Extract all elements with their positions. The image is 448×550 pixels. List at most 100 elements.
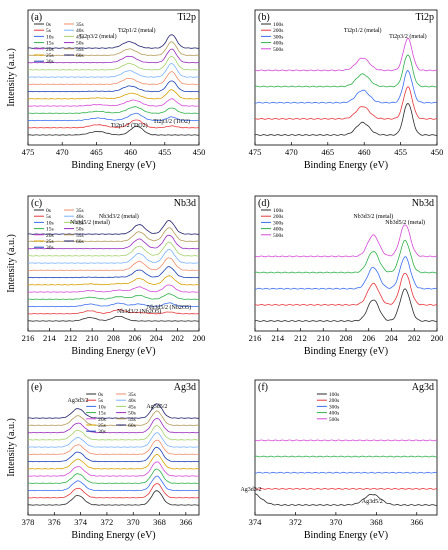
series-line-400s [255,54,437,88]
series-line-500s [255,224,437,258]
legend-label: 55s [128,417,136,423]
panel-b: 475 470 465 460 455 450 Binding Energy (eV) (b)… [249,9,443,171]
series-line-500s [255,439,437,442]
peak-annotations: Nb3d3/2 (metal)Nb3d5/2 (metal) [353,213,425,226]
legend-label: 300s [273,34,283,40]
x-axis-label: Binding Energy (eV) [71,530,155,541]
legend-label: 300s [273,220,283,226]
x-tick-label: 372 [101,517,114,527]
spectra [28,34,199,136]
series-line-25s [28,89,199,100]
legend-label: 200s [273,28,283,34]
series-line-55s [28,227,199,242]
legend-label: 55s [76,233,84,239]
x-tick-label: 475 [249,147,262,157]
series-line-60s [28,34,199,49]
peak-annotations: Nb3d3/2 (metal)Nb3d5/2 (metal) Nb3d3/2 (N… [70,213,191,315]
x-tick-label: 210 [317,333,330,343]
series-line-15s [28,293,199,300]
panel-title: Nb3d [412,198,434,209]
panel-title: Ag3d [412,382,434,393]
x-tick-label: 210 [86,333,99,343]
x-tick-label: 200 [193,333,206,343]
series-line-100s [255,103,437,136]
peak-annotation: Nb3d5/2 (metal) [385,219,425,226]
peak-annotation: Ti2p3/2 (metal) [79,33,117,40]
x-tick-label: 455 [158,147,171,157]
series-line-0s [28,316,199,322]
series-line-40s [28,432,199,448]
x-tick-label: 376 [48,517,61,527]
series-line-35s [28,71,199,85]
series-line-0s [28,125,199,136]
x-tick-label: 202 [408,333,421,343]
x-tick-label: 465 [90,147,103,157]
x-tick-label: 212 [64,333,77,343]
x-tick-label: 370 [127,517,140,527]
legend-label: 400s [273,227,283,233]
panel-label: (b) [258,12,270,23]
legend-label: 500s [273,47,283,53]
series-line-200s [255,272,437,306]
x-tick-label: 465 [321,147,334,157]
legend-label: 25s [46,239,54,245]
legend-label: 25s [46,53,54,59]
series-line-35s [28,257,199,271]
series-line-20s [28,461,199,477]
legend-label: 40s [76,28,84,34]
legend-label: 0s [46,208,51,214]
legend-label: 15s [98,411,106,417]
panel-label: (c) [31,198,42,209]
series-line-35s [28,439,199,455]
legend-label: 15s [46,41,54,47]
series-line-10s [28,302,199,308]
x-tick-label: 368 [153,517,166,527]
series-line-40s [28,249,199,264]
legend-label: 0s [98,392,103,398]
x-tick-label: 208 [340,333,353,343]
spectra [255,37,437,136]
spectra [255,224,437,322]
x-tick-label: 470 [56,147,69,157]
legend-label: 55s [76,47,84,53]
series-line-200s [255,487,437,490]
series-line-0s [28,490,199,506]
peak-annotation: Nb3d3/2 (Nb2O5) [117,308,161,315]
x-tick-label: 204 [150,333,164,343]
legend-label: 30s [46,59,54,65]
peak-annotation: Ag3d5/2 [362,499,383,505]
x-axis-label: Binding Energy (eV) [304,346,388,357]
spectra [28,219,199,322]
legend-label: 30s [98,429,106,435]
series-line-55s [28,410,199,426]
series-line-100s [255,288,437,322]
peak-annotation: Nb3d5/2 (metal) [70,219,110,226]
legend-label: 400s [329,411,339,417]
series-line-50s [28,48,199,64]
x-tick-label: 460 [124,147,137,157]
series-line-5s [28,483,199,499]
legend-label: 20s [46,47,54,53]
series-line-5s [28,119,199,129]
legend-label: 45s [76,220,84,226]
legend-label: 5s [46,28,51,34]
x-axis-label: Binding Energy (eV) [304,530,388,541]
legend-label: 35s [128,392,136,398]
legend-label: 25s [98,423,106,429]
legend-label: 200s [329,398,339,404]
series-line-100s [255,493,437,506]
x-tick-label: 200 [431,333,444,343]
series-line-55s [28,41,199,56]
spectra [28,403,199,506]
series-line-20s [28,98,199,107]
y-axis-label: Intensity (a.u.) [6,48,17,107]
panel-title: Ti2p [415,12,434,23]
peak-annotation: Ti2p1/2 (metal) [344,27,382,34]
panel-title: Ag3d [174,382,196,393]
series-line-30s [28,446,199,463]
series-line-10s [28,112,199,122]
